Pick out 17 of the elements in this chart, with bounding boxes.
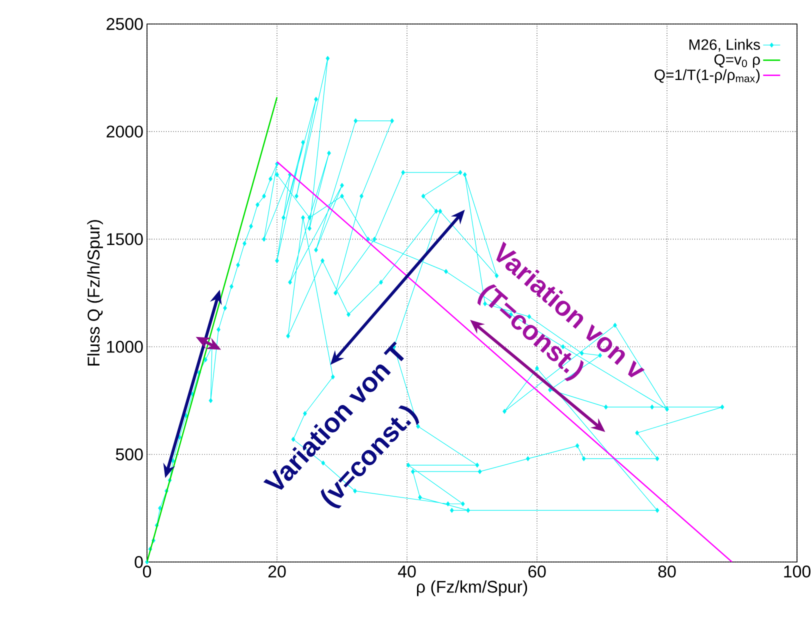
y-tick-label: 2000	[106, 126, 143, 138]
legend-label: M26, Links	[689, 38, 760, 52]
legend-label: Q=1/T(1-ρ/ρ$_{max}$)	[654, 69, 760, 84]
x-tick-label: 20	[268, 566, 286, 578]
x-tick-label: 80	[658, 566, 676, 578]
x-tick-label: 100	[784, 566, 810, 578]
x-tick-label: 0	[142, 566, 152, 578]
y-tick-label: 0	[134, 556, 143, 568]
y-tick-label: 1500	[107, 233, 143, 246]
y-tick-label: 2500	[106, 18, 143, 30]
x-tick-label: 40	[398, 566, 416, 578]
y-axis-title: Fluss Q (Fz/h/Spur)	[87, 220, 103, 366]
x-axis-title: ρ (Fz/km/Spur)	[417, 580, 528, 596]
x-tick-label: 60	[528, 566, 546, 578]
legend-label: Q=v$_{0}$ ρ	[714, 54, 760, 68]
y-tick-label: 1000	[107, 340, 143, 353]
y-tick-label: 500	[116, 448, 143, 460]
